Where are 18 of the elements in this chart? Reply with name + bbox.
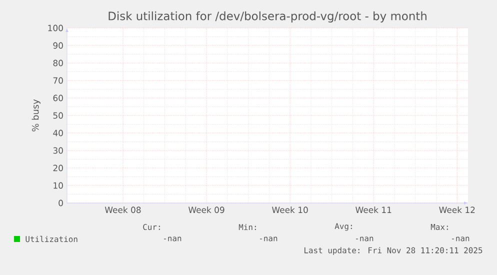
y-tick-label: 70 — [53, 77, 63, 84]
y-axis-title: % busy — [32, 99, 40, 132]
y-tick-label: 50 — [53, 112, 63, 119]
y-tick-label: 100 — [48, 24, 63, 32]
y-tick-label: 10 — [54, 182, 63, 189]
y-tick-label: 40 — [53, 130, 63, 136]
y-tick-label: 60 — [53, 94, 63, 102]
x-tick-label: Week 08 — [104, 206, 141, 214]
y-tick-label: 30 — [53, 147, 63, 154]
x-tick-label: Week 10 — [272, 206, 308, 214]
y-tick-label: 0 — [58, 200, 63, 206]
x-tick-label: Week 11 — [356, 206, 392, 214]
x-tick-label: Week 12 — [439, 206, 475, 214]
y-tick-label: 90 — [53, 42, 63, 49]
x-tick-label: Week 09 — [188, 206, 224, 214]
chart-title: Disk utilization for /dev/bolsera-prod-vg/root - by month — [108, 11, 426, 22]
y-tick-label: 20 — [53, 164, 63, 172]
y-tick-label: 80 — [53, 60, 63, 66]
